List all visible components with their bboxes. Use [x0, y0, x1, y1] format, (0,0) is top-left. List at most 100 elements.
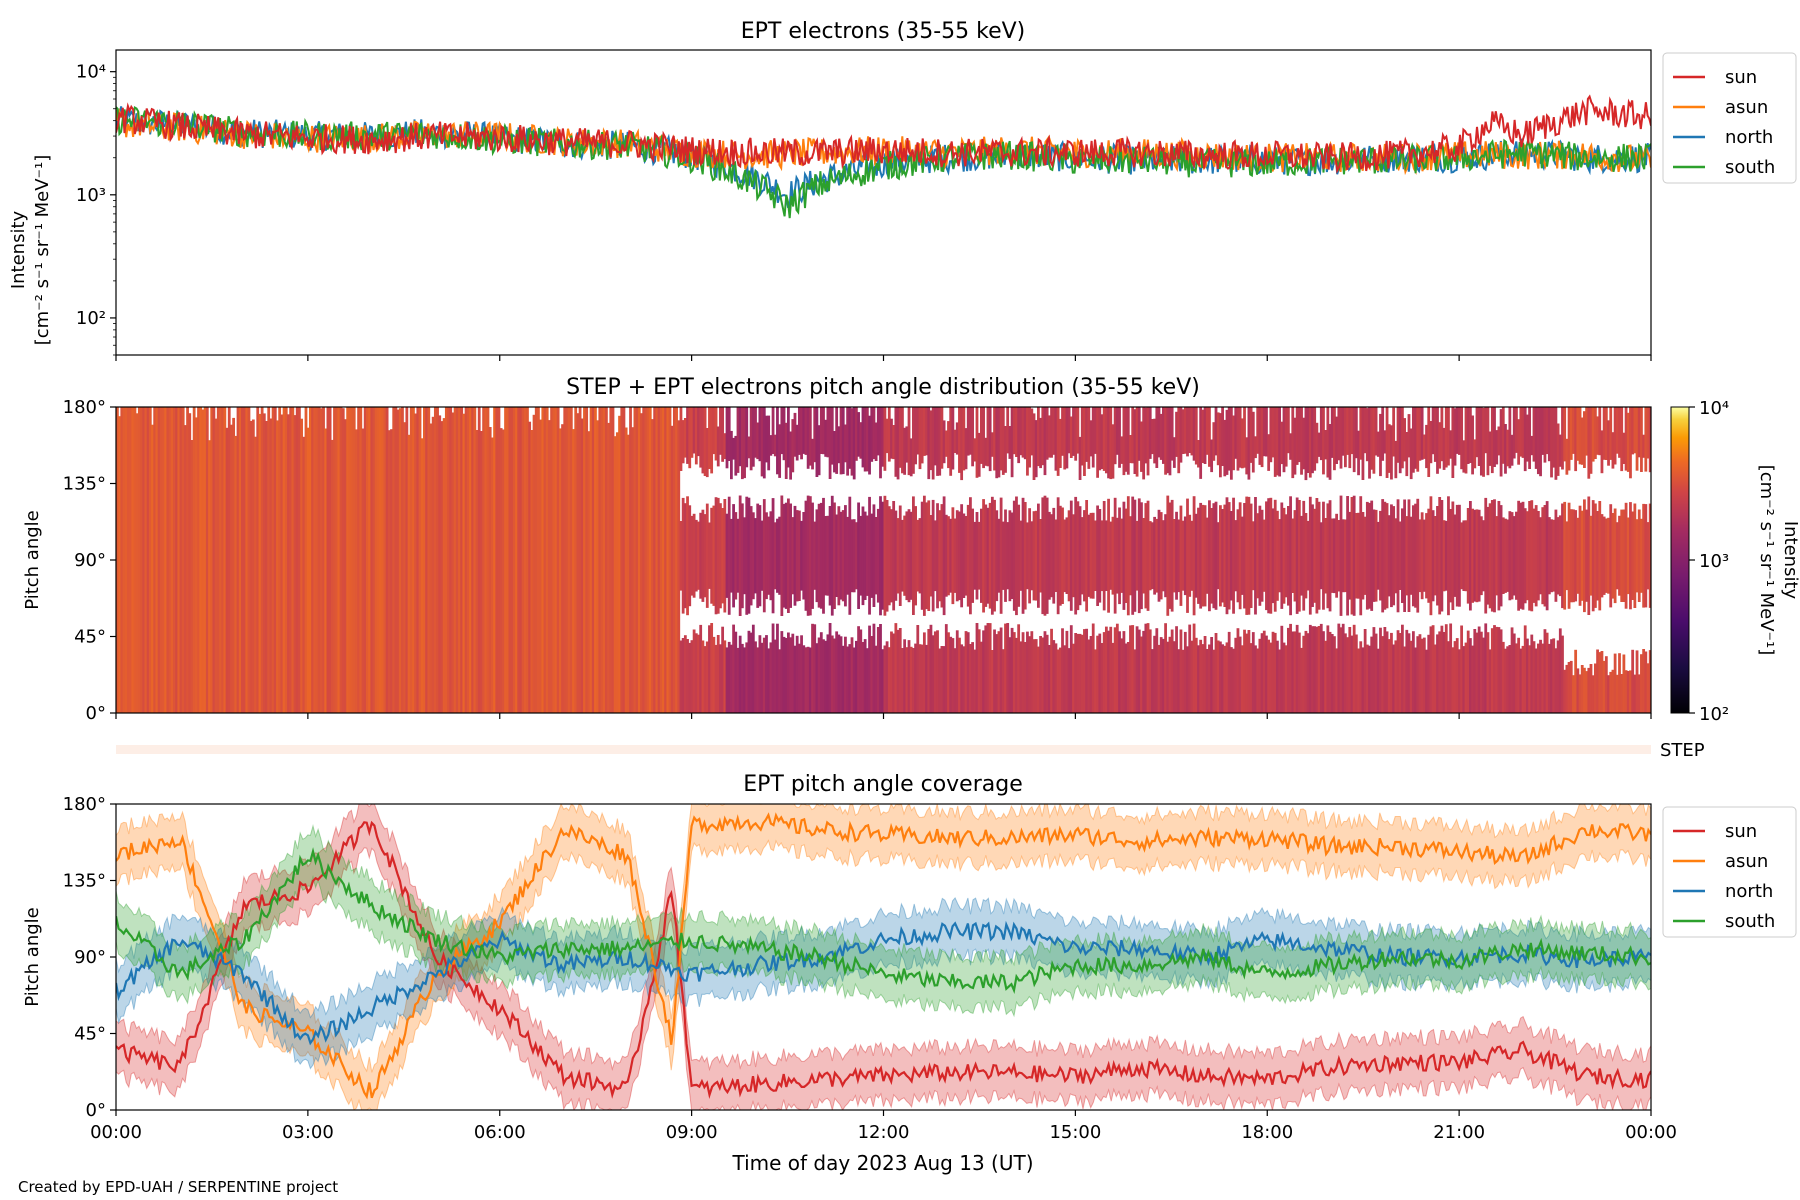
pad-cell: [730, 644, 733, 713]
pad-cell: [1322, 407, 1325, 475]
pad-cell: [1297, 407, 1301, 463]
panel-intensity-ylabel-unit: [cm⁻² s⁻¹ sr⁻¹ MeV⁻¹]: [32, 155, 53, 346]
pad-cell: [944, 430, 948, 457]
pad-cell: [1186, 646, 1189, 713]
pad-cell: [1545, 632, 1549, 713]
pad-cell: [1317, 626, 1321, 713]
pad-cell: [1142, 630, 1146, 713]
pad-cell: [872, 407, 876, 460]
pad-cell: [1122, 631, 1126, 713]
pad-cell: [1208, 500, 1211, 612]
pad-cell: [918, 518, 922, 594]
pad-cell: [1164, 514, 1167, 598]
pad-cell: [721, 626, 725, 713]
pad-cell: [1190, 640, 1194, 713]
pad-cell: [734, 631, 738, 713]
pad-cell: [710, 623, 714, 713]
pad-cell: [756, 422, 760, 460]
pad-cell: [1291, 518, 1295, 593]
pad-cell: [1561, 635, 1564, 713]
pad-cell: [944, 624, 948, 713]
pad-cell: [1512, 633, 1516, 713]
pad-cell: [1227, 502, 1231, 610]
pad-cell: [1102, 501, 1106, 611]
pad-cell: [846, 646, 850, 713]
pad-cell: [289, 407, 293, 713]
pad-cell: [659, 407, 663, 713]
pad-cell: [1431, 510, 1435, 602]
pad-cell: [1354, 513, 1358, 599]
pad-cell: [1381, 499, 1385, 613]
pad-cell: [1346, 407, 1349, 455]
pad-cell: [517, 407, 521, 713]
pad-cell: [1624, 407, 1628, 471]
pad-cell: [773, 522, 777, 590]
panel-intensity: EPT electrons (35-55 keV) Intensity [cm⁻…: [8, 19, 1797, 361]
pad-cell: [942, 420, 946, 464]
pad-cell: [931, 635, 935, 713]
pad-cell: [148, 407, 152, 713]
pad-cell: [1236, 407, 1240, 471]
pad-cell: [819, 407, 823, 454]
pad-cell: [383, 407, 387, 713]
pad-cell: [960, 407, 964, 481]
pad-cell: [1094, 649, 1097, 713]
pad-cell: [602, 407, 606, 713]
pad-cell: [1188, 407, 1192, 453]
pad-cell: [1646, 407, 1650, 459]
legend-label-south: south: [1725, 911, 1775, 932]
pad-cell: [824, 640, 828, 713]
pad-cell: [732, 504, 735, 608]
pad-cell: [1440, 625, 1444, 713]
pad-cell: [815, 407, 819, 477]
pad-cell: [716, 497, 720, 614]
pad-cell: [922, 495, 926, 616]
pad-cell: [1056, 407, 1060, 476]
pad-cell: [1080, 517, 1084, 595]
pad-cell: [1137, 407, 1141, 461]
pad-cell: [1100, 414, 1104, 469]
pad-cell: [311, 407, 314, 713]
pad-cell: [1602, 407, 1606, 460]
pad-cell: [771, 407, 775, 454]
pad-cell: [1111, 516, 1115, 595]
pad-cell: [462, 413, 466, 713]
pad-cell: [1256, 513, 1260, 599]
pad-cell: [210, 407, 214, 713]
pad-cell: [1225, 642, 1229, 713]
pad-cell: [1504, 518, 1507, 593]
pad-cell: [1058, 505, 1062, 606]
pad-cell: [1631, 511, 1635, 600]
pad-cell: [1532, 508, 1536, 603]
pad-cell: [534, 407, 538, 713]
pad-cell: [1541, 407, 1545, 455]
pad-cell: [922, 407, 926, 456]
pad-cell: [1464, 642, 1468, 713]
pad-cell: [1197, 440, 1200, 468]
pad-cell: [1232, 648, 1235, 713]
pad-cell: [850, 408, 854, 476]
pad-cell: [828, 506, 832, 606]
pad-cell: [1265, 407, 1268, 457]
pad-cell: [1572, 509, 1575, 603]
pad-cell: [412, 407, 415, 713]
pad-cell: [789, 503, 792, 608]
pad-cell: [1120, 518, 1124, 593]
pad-cell: [1120, 638, 1124, 713]
pad-cell: [1596, 511, 1599, 601]
pad-cell: [243, 407, 246, 713]
pad-cell: [971, 642, 974, 713]
pad-cell: [1591, 500, 1595, 612]
pad-cell: [1352, 407, 1356, 473]
pad-cell: [703, 407, 707, 476]
pad-cell: [433, 407, 437, 713]
step-strip: [116, 745, 1651, 754]
pad-cell: [1493, 625, 1496, 713]
pad-cell: [1260, 509, 1264, 602]
pad-cell: [1109, 626, 1113, 713]
pad-cell: [892, 501, 896, 611]
pad-cell: [1030, 631, 1034, 713]
pad-cell: [662, 407, 665, 713]
pad-cell: [1379, 413, 1382, 477]
x-tick-label: 00:00: [90, 1122, 142, 1143]
